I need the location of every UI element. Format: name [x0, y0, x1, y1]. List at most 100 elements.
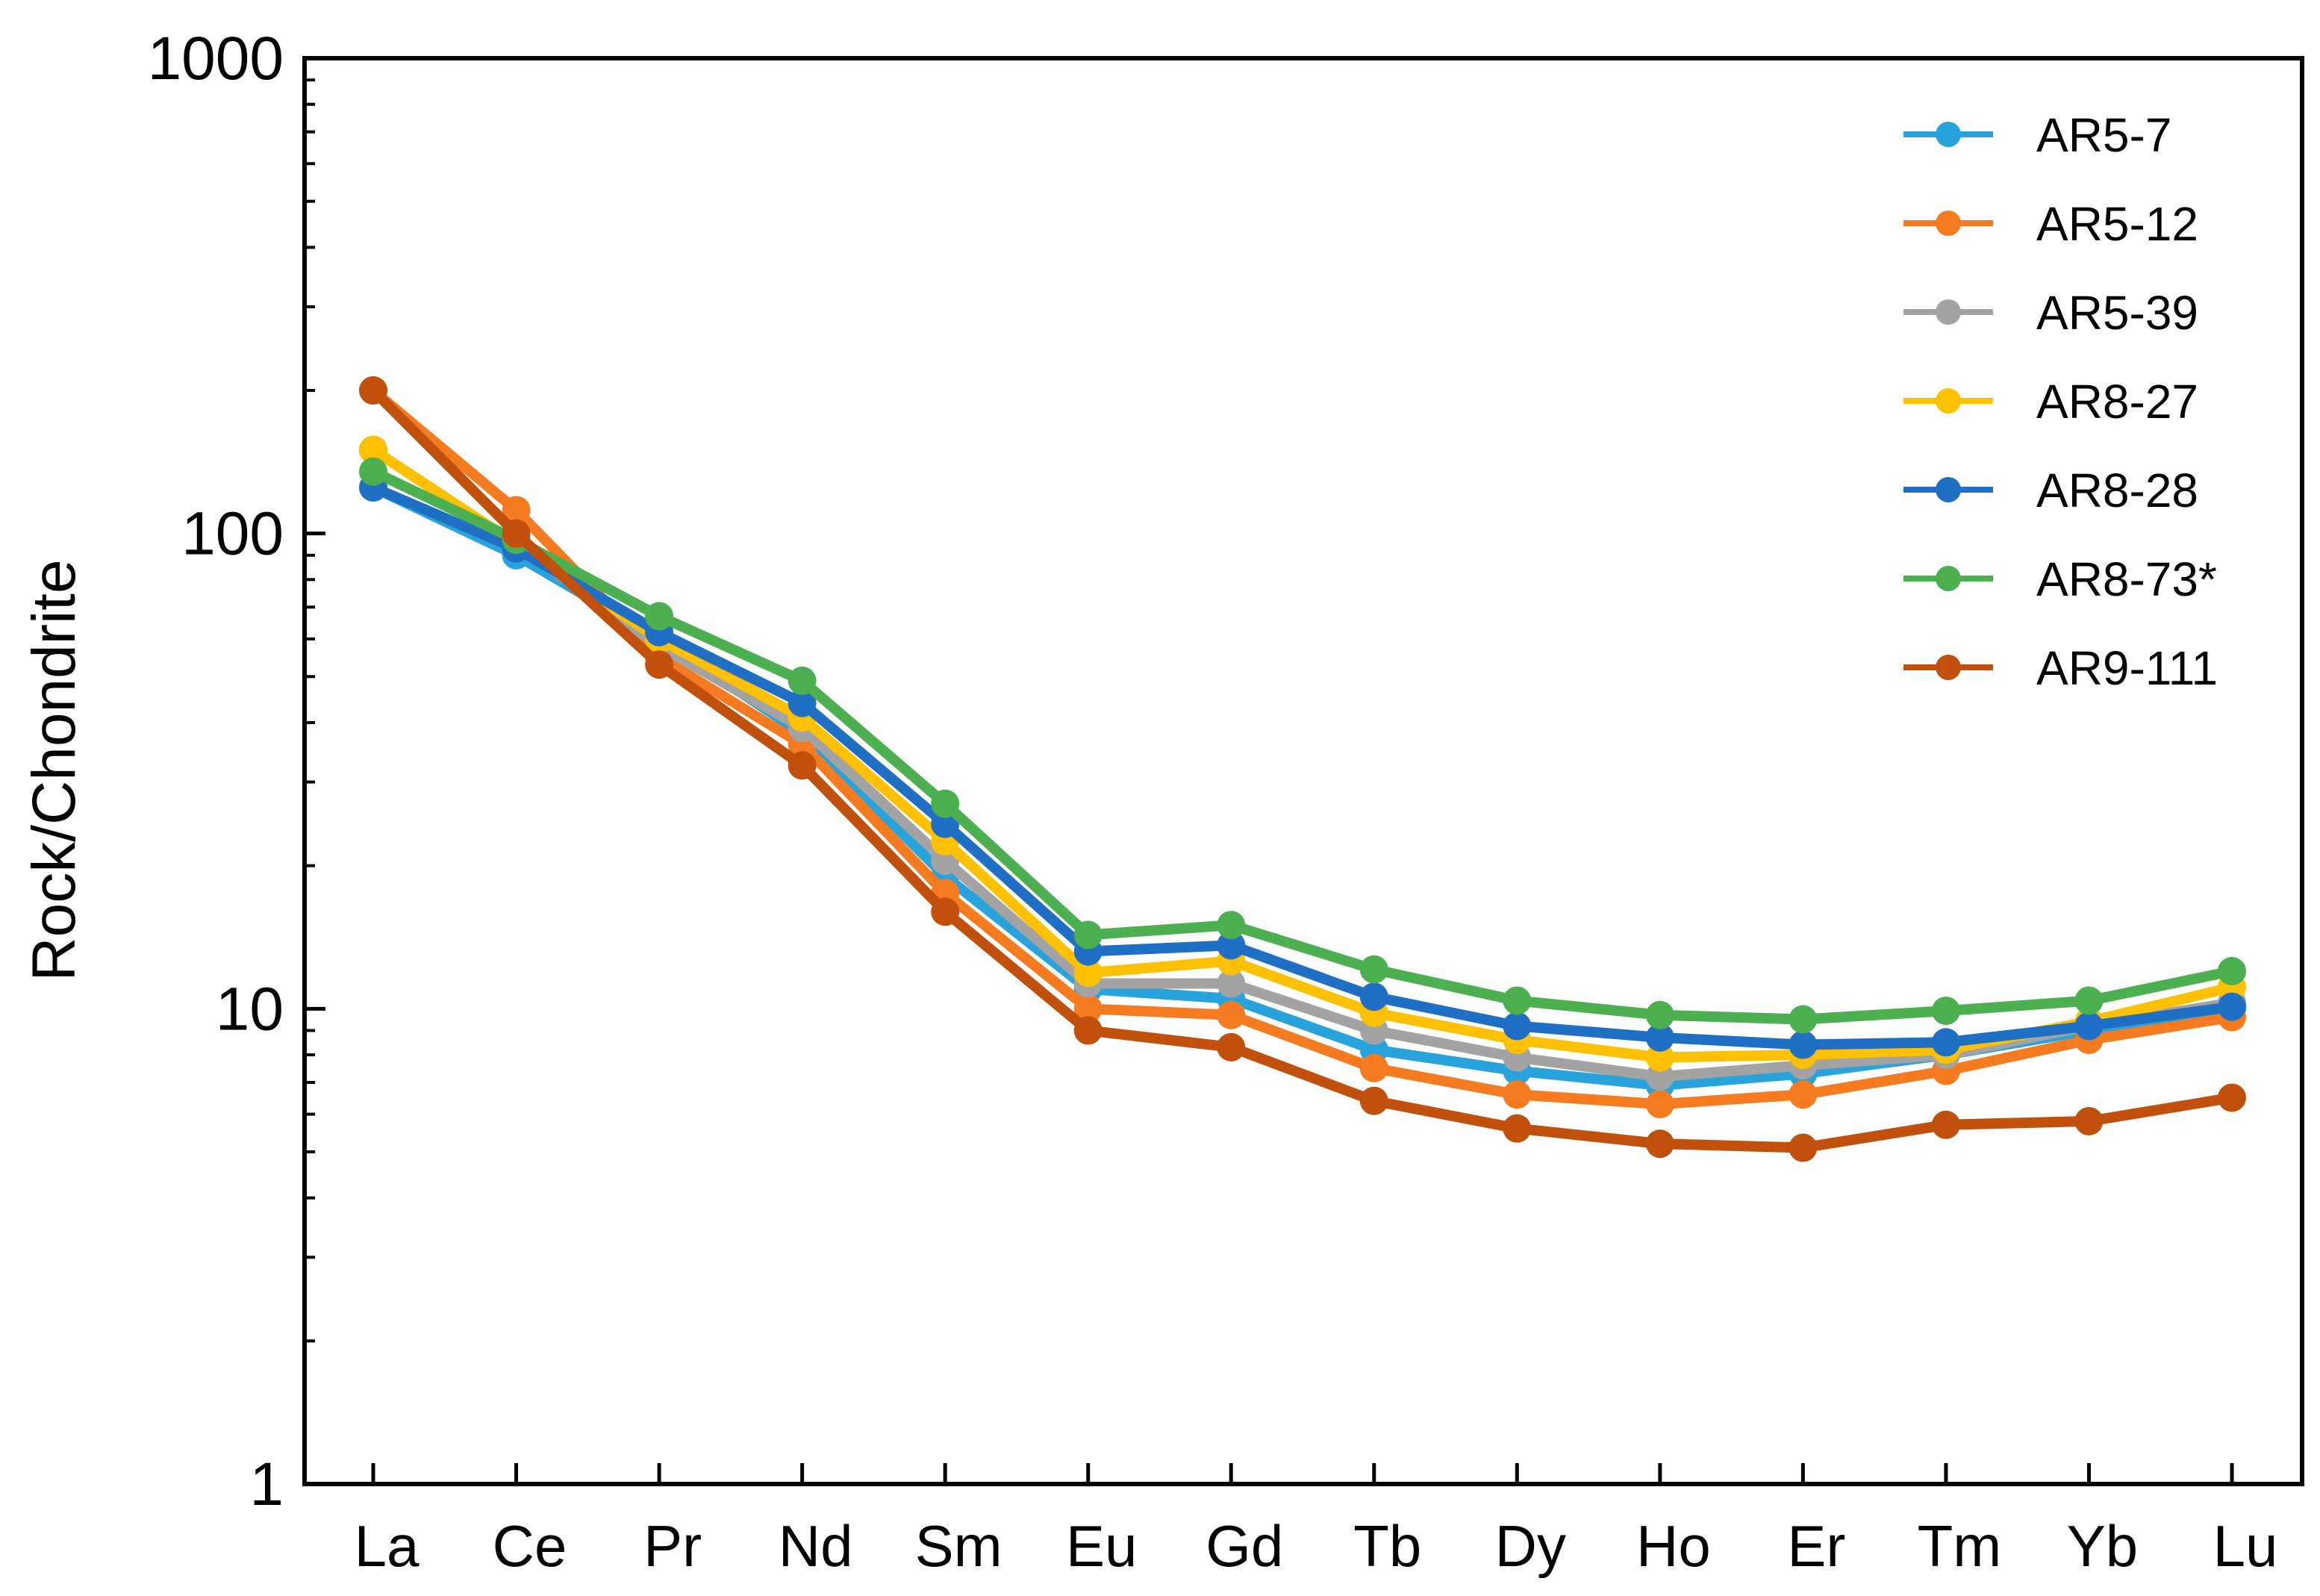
series-line [371, 482, 2233, 1050]
data-point [931, 789, 960, 818]
data-point [1645, 1129, 1674, 1159]
legend-label: AR8-27 [2036, 375, 2198, 428]
data-point [1931, 1028, 1960, 1057]
legend-swatch-marker [1936, 655, 1961, 680]
data-point [1503, 1011, 1532, 1041]
data-point [645, 650, 674, 679]
data-point [645, 602, 674, 631]
x-tick-label-eu: Eu [1066, 1513, 1137, 1579]
data-point [1217, 1032, 1246, 1062]
y-tick-label: 1000 [148, 25, 284, 93]
series-line [369, 387, 2233, 1153]
data-point [1789, 1133, 1818, 1162]
series-ar9-111 [359, 376, 2246, 1162]
series-line [370, 467, 2233, 1025]
legend-swatch-marker [1936, 477, 1961, 502]
legend-swatch-marker [1936, 122, 1961, 147]
x-tick-label-ho: Ho [1636, 1513, 1711, 1579]
data-point [1645, 1090, 1674, 1119]
x-tick-label-gd: Gd [1206, 1513, 1283, 1579]
y-tick-label: 1 [249, 1450, 284, 1518]
y-axis-title: Rock/Chondrite [20, 559, 88, 981]
legend-swatch-marker [1936, 299, 1961, 325]
x-tick-label-nd: Nd [779, 1513, 853, 1579]
x-tick-label-dy: Dy [1495, 1513, 1566, 1579]
legend-item: AR8-73* [1903, 552, 2217, 606]
legend-swatch-marker [1936, 388, 1961, 414]
data-point [1359, 1086, 1388, 1115]
series-line [370, 445, 2233, 1063]
data-point [1645, 1023, 1674, 1052]
data-point [1073, 1016, 1103, 1045]
x-tick-label-tm: Tm [1918, 1513, 2002, 1579]
data-point [2074, 1011, 2104, 1041]
legend-label: AR5-7 [2036, 108, 2171, 162]
legend-item: AR9-111 [1903, 641, 2218, 695]
legend-label: AR8-28 [2036, 464, 2198, 517]
data-point [2074, 986, 2104, 1015]
data-point [1789, 1080, 1818, 1109]
data-point [1503, 1080, 1532, 1109]
data-point [2218, 956, 2246, 985]
data-point [359, 457, 387, 486]
x-tick-label-lu: Lu [2213, 1513, 2278, 1579]
y-tick-label: 100 [181, 500, 284, 568]
legend-item: AR8-27 [1903, 375, 2198, 428]
data-point [1217, 969, 1246, 998]
data-point [931, 897, 960, 926]
legend-label: AR9-111 [2036, 641, 2218, 695]
data-point [1073, 994, 1103, 1023]
data-point [1645, 1043, 1674, 1072]
legend-swatch-marker [1936, 211, 1961, 236]
data-point [1217, 1000, 1246, 1029]
x-tick-labels: La Ce Pr Nd Sm Eu Gd Tb Dy Ho Er Tm Yb Lu [355, 1513, 2278, 1579]
data-point [502, 496, 531, 525]
y-tick-label: 10 [216, 975, 284, 1043]
data-point [1217, 931, 1246, 960]
data-point [1073, 920, 1103, 950]
data-point [1931, 997, 1960, 1026]
data-point [359, 435, 387, 464]
data-point [1789, 1030, 1818, 1059]
data-point [1645, 1000, 1674, 1029]
data-point [2218, 1083, 2246, 1112]
x-tick-label-tb: Tb [1353, 1513, 1421, 1579]
series-ar8-73- [359, 457, 2246, 1034]
data-point [1217, 911, 1246, 940]
x-tick-label-pr: Pr [643, 1513, 702, 1579]
legend-swatch-marker [1936, 566, 1961, 591]
data-point [1359, 1053, 1388, 1082]
data-point [1931, 1110, 1960, 1139]
series-line [369, 386, 2233, 1110]
x-tick-label-la: La [355, 1513, 420, 1579]
x-tick-label-ce: Ce [493, 1513, 567, 1579]
legend-item: AR8-28 [1903, 464, 2198, 517]
data-point [1503, 986, 1532, 1015]
series-lines [359, 376, 2246, 1162]
x-tick-label-sm: Sm [915, 1513, 1002, 1579]
legend-label: AR5-39 [2036, 286, 2198, 340]
legend-item: AR5-7 [1903, 108, 2171, 162]
data-point [1503, 1114, 1532, 1143]
x-tick-label-yb: Yb [2067, 1513, 2138, 1579]
data-point [1789, 1005, 1818, 1034]
plot-frame [302, 56, 2304, 1486]
y-tick-labels: 1 10 100 1000 [148, 25, 284, 1518]
series-line [370, 445, 2233, 1082]
legend-label: AR8-73* [2036, 552, 2217, 606]
legend-item: AR5-12 [1903, 197, 2198, 251]
data-point [2074, 1106, 2104, 1135]
data-point [788, 688, 817, 717]
data-point [1359, 955, 1388, 984]
data-point [359, 376, 387, 405]
x-tick-label-er: Er [1787, 1513, 1845, 1579]
legend-item: AR5-39 [1903, 286, 2198, 340]
data-point [1359, 982, 1388, 1011]
data-point [1073, 958, 1103, 988]
data-point [502, 519, 531, 548]
data-point [788, 751, 817, 780]
legend: AR5-7 AR5-12 AR5-39 AR8-27 AR8-28 AR8-73* AR9-… [1903, 108, 2218, 695]
data-point [788, 666, 817, 695]
